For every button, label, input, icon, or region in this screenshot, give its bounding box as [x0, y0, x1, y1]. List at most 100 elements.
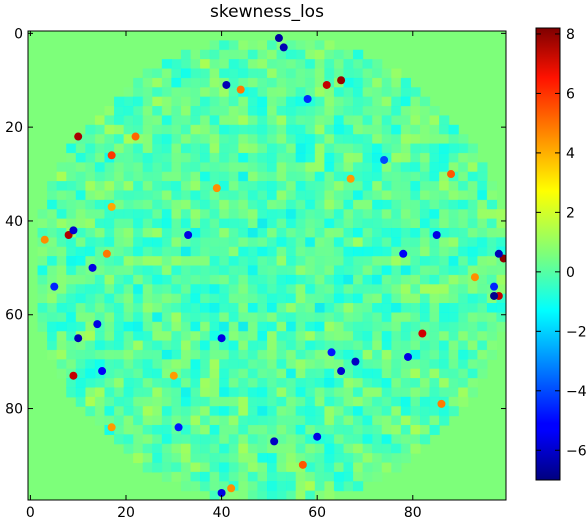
heatmap-cell	[257, 490, 268, 500]
heatmap-cell	[391, 190, 402, 201]
heatmap-cell	[228, 265, 239, 276]
heatmap-cell	[286, 246, 297, 257]
heatmap-cell	[257, 106, 268, 117]
heatmap-cell	[200, 134, 211, 145]
heatmap-cell	[123, 246, 134, 257]
heatmap-cell	[381, 359, 392, 370]
heatmap-cell	[324, 434, 335, 445]
heatmap-cell	[314, 368, 325, 379]
heatmap-cell	[161, 218, 172, 229]
heatmap-cell	[238, 227, 249, 238]
heatmap-cell	[362, 415, 373, 426]
heatmap-cell	[419, 396, 431, 407]
heatmap-cell	[343, 443, 354, 454]
heatmap-cell	[85, 162, 96, 173]
heatmap-cell	[161, 87, 172, 98]
heatmap-cell	[305, 59, 316, 70]
heatmap-cell	[114, 96, 125, 107]
heatmap-cell	[219, 40, 230, 51]
heatmap-cell	[372, 406, 383, 417]
heatmap-cell	[219, 349, 230, 360]
heatmap-cell	[381, 256, 392, 267]
heatmap-cell	[305, 237, 316, 248]
heatmap-cell	[142, 378, 153, 389]
heatmap-cell	[114, 274, 125, 285]
heatmap-cell	[219, 293, 230, 304]
heatmap-cell	[247, 443, 259, 454]
heatmap-cell	[276, 340, 287, 351]
heatmap-cell	[114, 106, 125, 117]
heatmap-cell	[200, 209, 211, 220]
heatmap-cell	[180, 134, 192, 145]
heatmap-cell	[477, 256, 488, 267]
heatmap-cell	[448, 349, 459, 360]
heatmap-cell	[458, 199, 469, 210]
heatmap-cell	[238, 481, 249, 492]
heatmap-cell	[219, 359, 230, 370]
heatmap-cell	[209, 199, 220, 210]
heatmap-cell	[94, 181, 106, 192]
heatmap-cell	[343, 378, 354, 389]
heatmap-cell	[410, 321, 421, 332]
heatmap-cell	[429, 256, 440, 267]
heatmap-cell	[133, 359, 144, 370]
heatmap-cell	[458, 340, 469, 351]
heatmap-cell	[161, 209, 172, 220]
heatmap-cell	[247, 87, 259, 98]
heatmap-cell	[152, 284, 163, 295]
heatmap-cell	[429, 162, 440, 173]
heatmap-cell	[56, 171, 67, 182]
heatmap-cell	[362, 312, 373, 323]
heatmap-cell	[85, 331, 96, 342]
heatmap-cell	[200, 143, 211, 154]
heatmap-cell	[448, 237, 459, 248]
heatmap-cell	[47, 274, 58, 285]
heatmap-cell	[56, 293, 67, 304]
heatmap-cell	[180, 331, 192, 342]
heatmap-cell	[219, 209, 230, 220]
heatmap-cell	[286, 162, 297, 173]
heatmap-cell	[333, 321, 345, 332]
heatmap-cell	[94, 218, 106, 229]
heatmap-cell	[66, 387, 77, 398]
heatmap-cell	[419, 199, 431, 210]
heatmap-cell	[333, 303, 345, 313]
heatmap-cell	[190, 274, 201, 285]
heatmap-cell	[477, 284, 488, 295]
heatmap-cell	[56, 303, 67, 313]
heatmap-cell	[209, 406, 220, 417]
heatmap-cell	[66, 321, 77, 332]
heatmap-cell	[391, 218, 402, 229]
heatmap-cell	[171, 96, 182, 107]
heatmap-cell	[228, 162, 239, 173]
heatmap-cell	[391, 349, 402, 360]
heatmap-cell	[123, 415, 134, 426]
heatmap-cell	[114, 227, 125, 238]
heatmap-cell	[247, 162, 259, 173]
heatmap-cell	[276, 49, 287, 60]
heatmap-cell	[104, 396, 115, 407]
heatmap-cell	[123, 237, 134, 248]
heatmap-cell	[362, 162, 373, 173]
heatmap-cell	[314, 40, 325, 51]
heatmap-cell	[219, 171, 230, 182]
heatmap-cell	[238, 321, 249, 332]
heatmap-cell	[123, 368, 134, 379]
heatmap-cell	[477, 321, 488, 332]
heatmap-cell	[276, 87, 287, 98]
heatmap-cell	[257, 340, 268, 351]
heatmap-cell	[267, 106, 278, 117]
heatmap-cell	[228, 434, 239, 445]
heatmap-cell	[180, 59, 192, 70]
heatmap-cell	[314, 171, 325, 182]
heatmap-cell	[391, 340, 402, 351]
cold-spot	[303, 95, 312, 103]
heatmap-cell	[314, 293, 325, 304]
heatmap-cell	[257, 199, 268, 210]
heatmap-cell	[228, 227, 239, 238]
cold-spot	[184, 231, 193, 240]
heatmap-cell	[276, 434, 287, 445]
heatmap-cell	[276, 359, 287, 370]
heatmap-cell	[362, 181, 373, 192]
heatmap-cell	[400, 227, 411, 238]
